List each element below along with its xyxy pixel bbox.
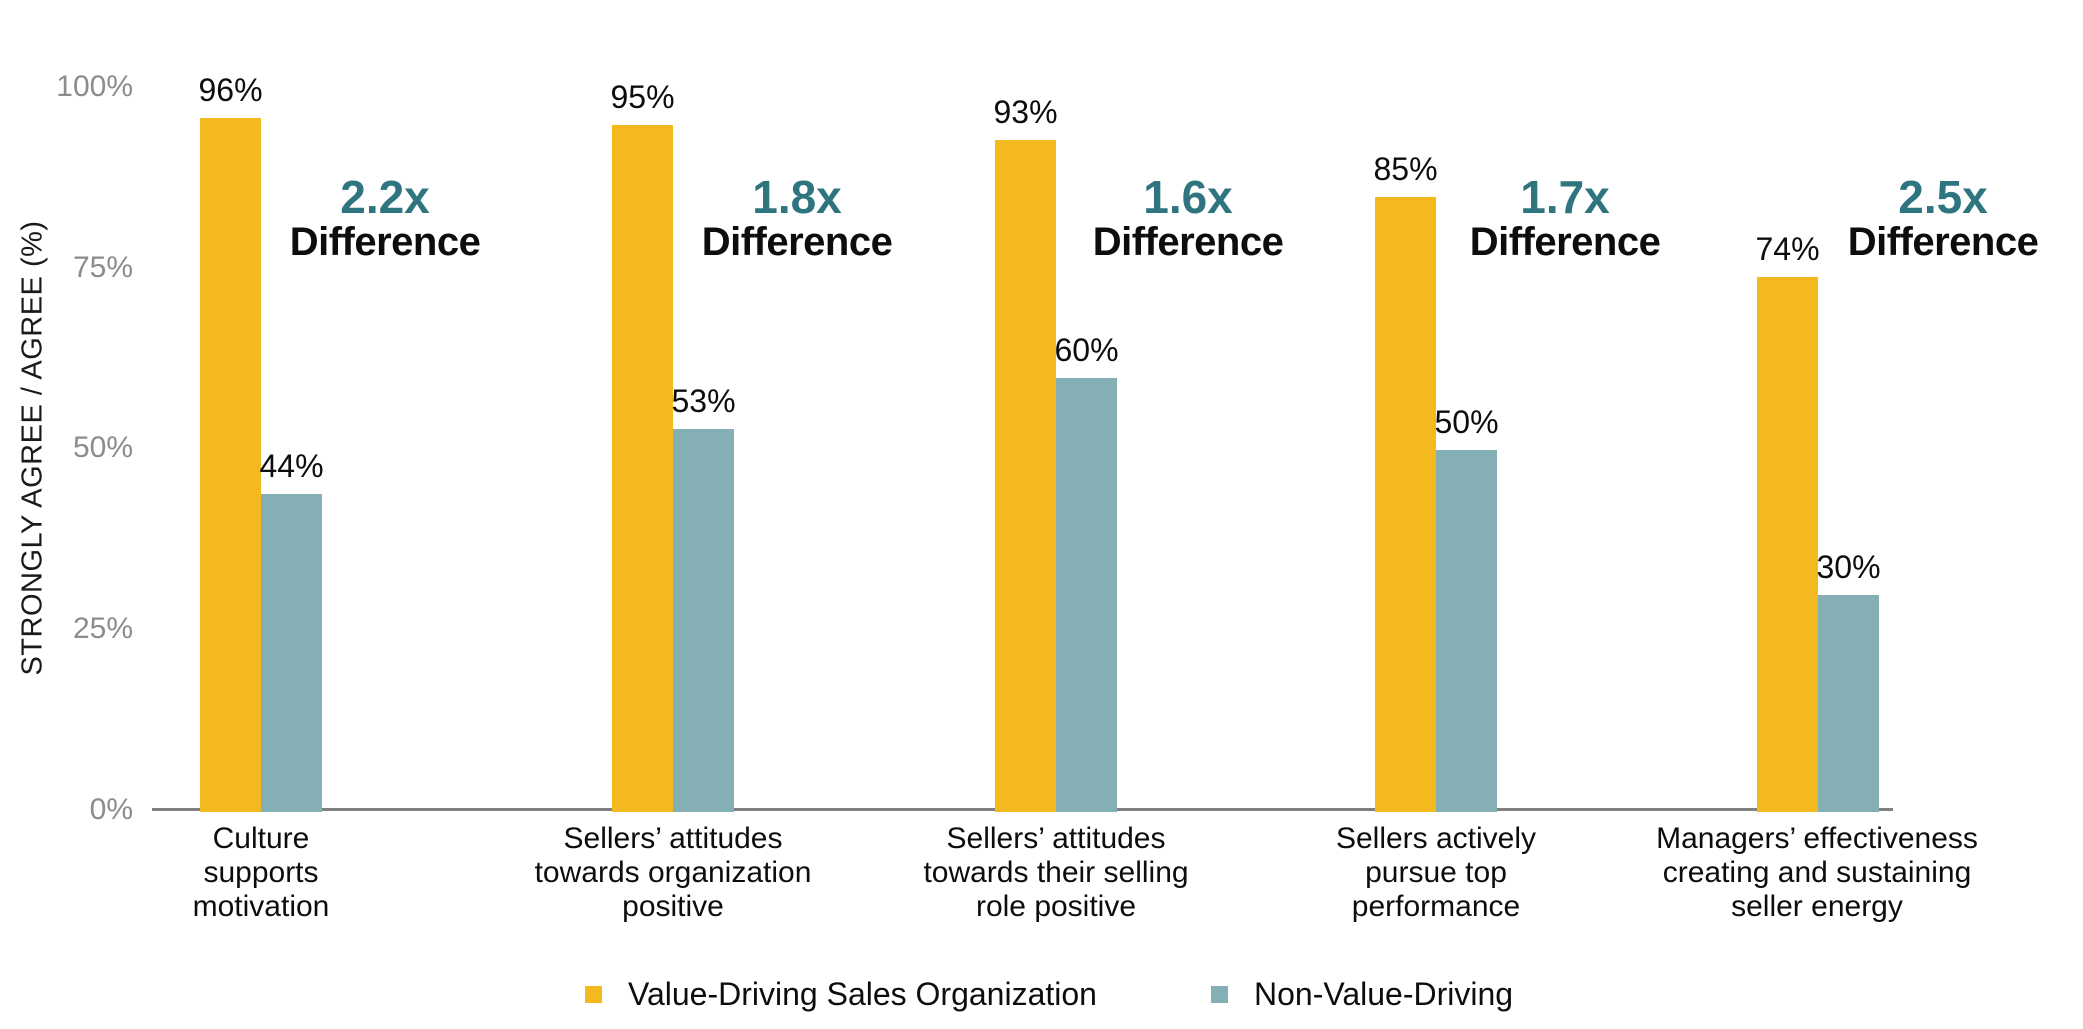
difference-word: Difference bbox=[701, 220, 893, 264]
difference-annotation-4: 1.7x Difference bbox=[1385, 172, 1745, 262]
bar-value-label: 60% bbox=[1054, 332, 1119, 368]
difference-multiplier: 1.6x bbox=[1143, 171, 1233, 223]
difference-word: Difference bbox=[1092, 220, 1284, 264]
bar-non-value-driving-manager-effectiveness: 30% bbox=[1816, 551, 1881, 812]
y-tick-75: 75% bbox=[72, 251, 133, 284]
difference-annotation-2: 1.8x Difference bbox=[617, 172, 977, 262]
category-label-org-attitudes: Sellers’ attitudes towards organization … bbox=[534, 822, 812, 923]
legend-chip-value-driving bbox=[585, 985, 602, 1003]
bar-value-driving-org-attitudes: 95% bbox=[610, 81, 675, 812]
bar-value-label: 53% bbox=[671, 383, 736, 419]
difference-annotation-1: 2.2x Difference bbox=[205, 172, 565, 262]
bar-non-value-driving-role-attitudes: 60% bbox=[1054, 334, 1119, 812]
bar-non-value-driving-culture: 44% bbox=[259, 450, 324, 812]
category-label-manager-effectiveness: Managers’ effectiveness creating and sus… bbox=[1656, 822, 1978, 923]
difference-multiplier: 2.5x bbox=[1898, 171, 1988, 223]
bar-value-label: 74% bbox=[1755, 231, 1820, 267]
bar-value-label: 44% bbox=[259, 448, 324, 484]
difference-word: Difference bbox=[1469, 220, 1661, 264]
difference-word: Difference bbox=[289, 220, 481, 264]
bar-value-label: 50% bbox=[1434, 404, 1499, 440]
y-tick-50: 50% bbox=[72, 431, 133, 464]
bar-value-driving-role-attitudes: 93% bbox=[993, 96, 1058, 812]
difference-multiplier: 1.7x bbox=[1520, 171, 1610, 223]
bar-value-label: 95% bbox=[610, 79, 675, 115]
bar-value-driving-culture: 96% bbox=[198, 74, 263, 812]
legend-label-non-value-driving: Non-Value-Driving bbox=[1254, 976, 1514, 1012]
bar-value-label: 30% bbox=[1816, 549, 1881, 585]
bar-value-label: 96% bbox=[198, 72, 263, 108]
difference-annotation-5: 2.5x Difference bbox=[1763, 172, 2083, 262]
category-label-top-performance: Sellers actively pursue top performance bbox=[1335, 822, 1537, 923]
category-label-culture: Culture supports motivation bbox=[192, 822, 330, 923]
difference-word: Difference bbox=[1847, 220, 2039, 264]
legend-chip-non-value-driving bbox=[1211, 985, 1228, 1003]
difference-multiplier: 1.8x bbox=[752, 171, 842, 223]
bar-value-label: 85% bbox=[1373, 151, 1438, 187]
y-tick-100: 100% bbox=[56, 70, 133, 103]
bar-non-value-driving-org-attitudes: 53% bbox=[671, 385, 736, 812]
legend-label-value-driving: Value-Driving Sales Organization bbox=[628, 976, 1097, 1012]
legend-item-value-driving: Value-Driving Sales Organization bbox=[585, 978, 1097, 1010]
category-label-role-attitudes: Sellers’ attitudes towards their selling… bbox=[923, 822, 1189, 923]
bar-value-driving-manager-effectiveness: 74% bbox=[1755, 233, 1820, 812]
difference-annotation-3: 1.6x Difference bbox=[1008, 172, 1368, 262]
bar-value-label: 93% bbox=[993, 94, 1058, 130]
y-tick-25: 25% bbox=[72, 612, 133, 645]
y-tick-0: 0% bbox=[89, 793, 133, 826]
bar-non-value-driving-top-performance: 50% bbox=[1434, 406, 1499, 812]
legend-item-non-value-driving: Non-Value-Driving bbox=[1211, 978, 1513, 1010]
bar-value-driving-top-performance: 85% bbox=[1373, 153, 1438, 812]
difference-multiplier: 2.2x bbox=[340, 171, 430, 223]
